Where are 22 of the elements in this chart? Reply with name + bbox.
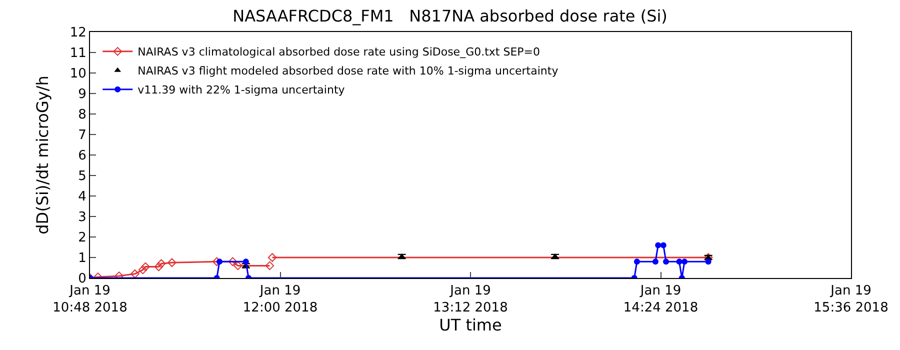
y-tick-label: 2: [78, 230, 86, 246]
y-tick-label: 5: [78, 169, 86, 184]
x-tick-label: Jan 19 15:36 2018: [814, 284, 888, 316]
x-tick-label: Jan 19 13:12 2018: [433, 284, 508, 316]
y-tick-label: 10: [70, 66, 86, 82]
y-axis-title: dD(Si)/dt microGy/h: [33, 76, 52, 234]
y-tick-label: 3: [78, 210, 86, 226]
legend-label: v11.39 with 22% 1-sigma uncertainty: [138, 84, 346, 97]
y-tick-label: 4: [78, 190, 86, 205]
x-tick-label: Jan 19 12:00 2018: [242, 284, 318, 316]
y-tick-label: 9: [78, 87, 86, 102]
y-tick-label: 8: [78, 108, 86, 123]
legend-label: NAIRAS v3 climatological absorbed dose rate using SiDose_G0.txt SEP=0: [138, 46, 540, 59]
y-tick-label: 11: [70, 46, 86, 62]
y-tick-label: 1: [78, 251, 86, 266]
x-axis-title: UT time: [439, 316, 502, 334]
x-tick-label: Jan 19 14:24 2018: [623, 284, 698, 316]
y-tick-label: 6: [78, 148, 86, 164]
y-tick-label: 12: [70, 26, 86, 41]
legend-label: NAIRAS v3 flight modeled absorbed dose rate with 10% 1-sigma uncertainty: [138, 64, 559, 78]
chart-title: NASAAFRCDC8_FM1 N817NA absorbed dose rate (Si): [232, 6, 668, 26]
y-tick-label: 7: [78, 128, 86, 144]
